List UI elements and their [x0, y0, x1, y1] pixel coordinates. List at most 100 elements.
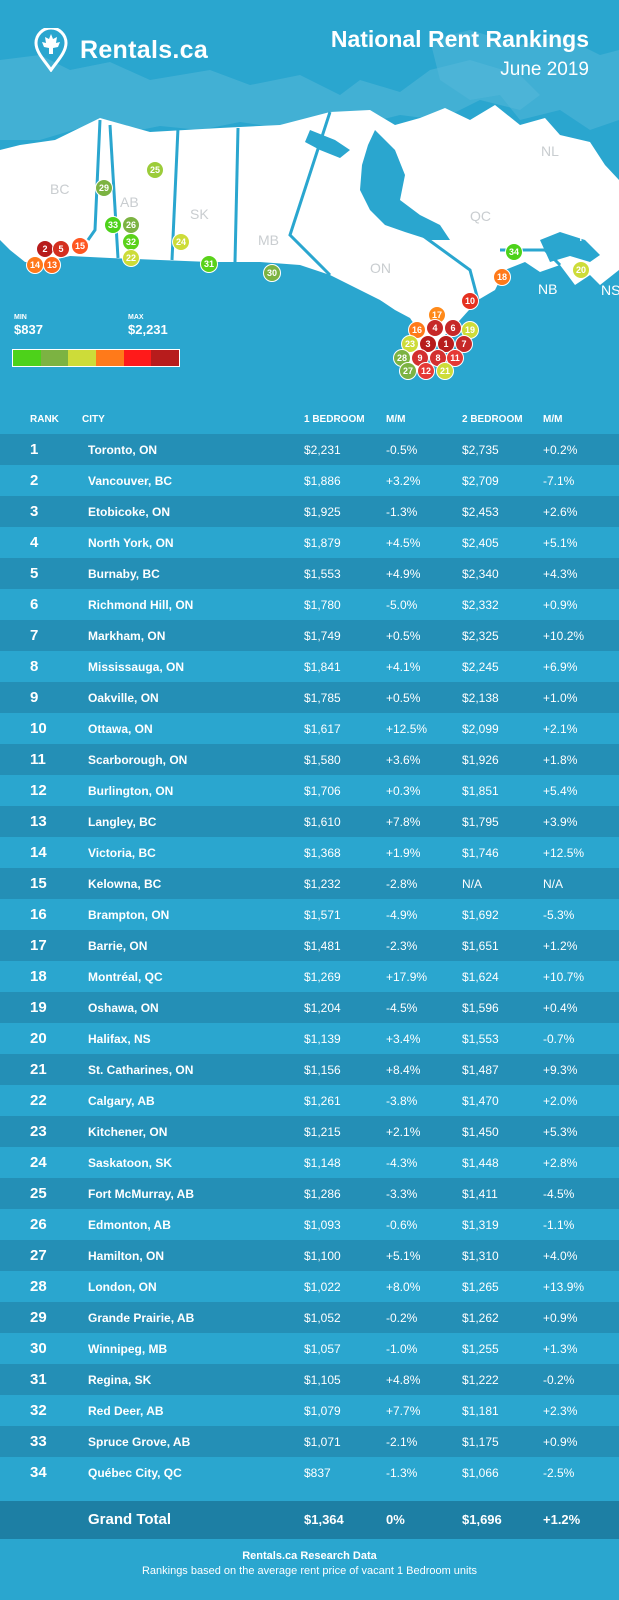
- city-marker[interactable]: 15: [71, 237, 89, 255]
- bedroom-1-price-cell: $1,785: [304, 691, 341, 705]
- rank-cell: 9: [30, 689, 39, 706]
- city-cell: Toronto, ON: [88, 443, 158, 457]
- legend-min-label: MIN: [14, 314, 27, 321]
- bedroom-2-change-cell: +5.4%: [543, 784, 578, 798]
- rank-cell: 13: [30, 813, 47, 830]
- bedroom-1-change-cell: -2.3%: [386, 939, 418, 953]
- rank-cell: 31: [30, 1371, 47, 1388]
- city-marker[interactable]: 12: [417, 362, 435, 380]
- bedroom-2-change-cell: +5.3%: [543, 1125, 578, 1139]
- bedroom-2-price-cell: $2,099: [462, 722, 499, 736]
- city-marker[interactable]: 26: [122, 216, 140, 234]
- city-marker[interactable]: 1: [437, 335, 455, 353]
- bedroom-2-price-cell: $1,692: [462, 908, 499, 922]
- city-marker[interactable]: 13: [43, 256, 61, 274]
- bedroom-1-change-cell: -1.3%: [386, 1466, 418, 1480]
- city-marker[interactable]: 23: [401, 335, 419, 353]
- bedroom-1-change-cell: -2.8%: [386, 877, 418, 891]
- city-marker[interactable]: 27: [399, 362, 417, 380]
- bedroom-1-price-cell: $1,749: [304, 629, 341, 643]
- maple-leaf-pin-icon: [34, 28, 68, 72]
- bedroom-1-change-cell: -3.8%: [386, 1094, 418, 1108]
- city-cell: Montréal, QC: [88, 970, 163, 984]
- city-marker[interactable]: 3: [419, 335, 437, 353]
- city-marker[interactable]: 34: [505, 243, 523, 261]
- city-marker[interactable]: 7: [455, 335, 473, 353]
- table-row: 19 Oshawa, ON $1,204 -4.5% $1,596 +0.4%: [0, 992, 619, 1023]
- bedroom-2-price-cell: $2,245: [462, 660, 499, 674]
- city-marker[interactable]: 19: [461, 321, 479, 339]
- bedroom-1-price-cell: $1,105: [304, 1373, 341, 1387]
- page-title: National Rent Rankings: [330, 26, 589, 52]
- city-marker[interactable]: 30: [263, 264, 281, 282]
- city-cell: Québec City, QC: [88, 1466, 182, 1480]
- city-marker[interactable]: 11: [446, 349, 464, 367]
- city-marker[interactable]: 5: [52, 240, 70, 258]
- city-marker[interactable]: 29: [95, 179, 113, 197]
- city-cell: Vancouver, BC: [88, 474, 173, 488]
- rank-cell: 33: [30, 1433, 47, 1450]
- bedroom-2-price-cell: $1,175: [462, 1435, 499, 1449]
- header-mm-1: M/M: [386, 414, 406, 425]
- map-section: Rentals.ca National Rent Rankings June 2…: [0, 0, 619, 400]
- grand-total-label: Grand Total: [88, 1511, 172, 1528]
- table-row: 16 Brampton, ON $1,571 -4.9% $1,692 -5.3%: [0, 899, 619, 930]
- rank-cell: 25: [30, 1185, 47, 1202]
- bedroom-2-price-cell: $1,255: [462, 1342, 499, 1356]
- rank-cell: 6: [30, 596, 39, 613]
- bedroom-1-price-cell: $1,886: [304, 474, 341, 488]
- brand-name: Rentals.ca: [80, 35, 209, 64]
- legend-swatch: [123, 350, 152, 366]
- footer-source: Rentals.ca Research Data: [242, 1550, 377, 1562]
- rank-cell: 18: [30, 968, 47, 985]
- rank-cell: 29: [30, 1309, 47, 1326]
- rank-cell: 15: [30, 875, 47, 892]
- bedroom-2-price-cell: $2,735: [462, 443, 499, 457]
- city-marker[interactable]: 24: [172, 233, 190, 251]
- bedroom-1-price-cell: $1,215: [304, 1125, 341, 1139]
- city-cell: Barrie, ON: [88, 939, 148, 953]
- bedroom-1-change-cell: +17.9%: [386, 970, 428, 984]
- bedroom-1-price-cell: $1,617: [304, 722, 341, 736]
- bedroom-2-price-cell: $1,265: [462, 1280, 499, 1294]
- city-marker[interactable]: 14: [26, 256, 44, 274]
- brand-logo[interactable]: Rentals.ca: [34, 28, 208, 72]
- city-cell: Fort McMurray, AB: [88, 1187, 195, 1201]
- city-cell: Spruce Grove, AB: [88, 1435, 191, 1449]
- city-marker[interactable]: 20: [572, 261, 590, 279]
- rank-cell: 24: [30, 1154, 47, 1171]
- city-marker[interactable]: 21: [436, 362, 454, 380]
- table-row: 15 Kelowna, BC $1,232 -2.8% N/A N/A: [0, 868, 619, 899]
- bedroom-1-price-cell: $1,286: [304, 1187, 341, 1201]
- bedroom-2-change-cell: +10.7%: [543, 970, 585, 984]
- province-label-ab: AB: [120, 194, 139, 210]
- city-cell: Saskatoon, SK: [88, 1156, 173, 1170]
- table-row: 21 St. Catharines, ON $1,156 +8.4% $1,487 +9.…: [0, 1054, 619, 1085]
- rank-cell: 32: [30, 1402, 47, 1419]
- bedroom-2-change-cell: +2.1%: [543, 722, 578, 736]
- city-marker[interactable]: 18: [493, 268, 511, 286]
- rankings-table: RANK CITY 1 BEDROOM M/M 2 BEDROOM M/M 1 T…: [0, 408, 619, 1488]
- bedroom-2-change-cell: +1.3%: [543, 1342, 578, 1356]
- rank-cell: 16: [30, 906, 47, 923]
- bedroom-1-change-cell: -0.2%: [386, 1311, 418, 1325]
- table-row: 11 Scarborough, ON $1,580 +3.6% $1,926 +1.8%: [0, 744, 619, 775]
- city-marker[interactable]: 25: [146, 161, 164, 179]
- city-cell: Langley, BC: [88, 815, 157, 829]
- city-cell: Calgary, AB: [88, 1094, 155, 1108]
- bedroom-1-change-cell: -1.0%: [386, 1342, 418, 1356]
- bedroom-2-change-cell: -4.5%: [543, 1187, 575, 1201]
- city-cell: Oakville, ON: [88, 691, 159, 705]
- bedroom-1-change-cell: -5.0%: [386, 598, 418, 612]
- city-marker[interactable]: 31: [200, 255, 218, 273]
- bedroom-1-price-cell: $1,022: [304, 1280, 341, 1294]
- city-marker[interactable]: 33: [104, 216, 122, 234]
- bedroom-1-price-cell: $1,057: [304, 1342, 341, 1356]
- table-row: 26 Edmonton, AB $1,093 -0.6% $1,319 -1.1%: [0, 1209, 619, 1240]
- city-marker[interactable]: 22: [122, 249, 140, 267]
- bedroom-2-price-cell: $2,332: [462, 598, 499, 612]
- city-marker[interactable]: 4: [426, 319, 444, 337]
- bedroom-1-change-cell: +5.1%: [386, 1249, 421, 1263]
- city-marker[interactable]: 10: [461, 292, 479, 310]
- bedroom-2-price-cell: $2,453: [462, 505, 499, 519]
